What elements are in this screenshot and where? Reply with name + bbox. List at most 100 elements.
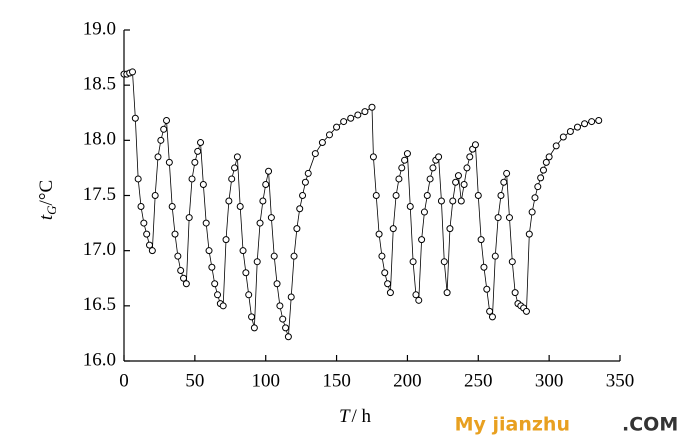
watermark-suffix: .COM [622, 414, 678, 436]
data-point [369, 153, 377, 161]
data-point [398, 164, 406, 172]
data-point [401, 156, 409, 164]
x-tick-label: 350 [606, 370, 635, 391]
data-point [270, 252, 278, 260]
data-point [140, 219, 148, 227]
data-point [525, 230, 533, 238]
watermark: My jianzhu [455, 414, 570, 436]
data-point [211, 280, 219, 288]
data-point [435, 153, 443, 161]
data-point [537, 174, 545, 182]
data-point [488, 313, 496, 321]
data-point [522, 307, 530, 315]
data-point [437, 197, 445, 205]
data-point [552, 142, 560, 150]
data-point [239, 247, 247, 255]
data-point [480, 263, 488, 271]
data-point [534, 183, 542, 191]
data-point [573, 123, 581, 131]
y-tick-label: 17.5 [83, 184, 116, 205]
data-point [457, 197, 465, 205]
data-point [340, 118, 348, 126]
data-point [460, 180, 468, 188]
data-point [185, 214, 193, 222]
data-point [228, 175, 236, 183]
data-point [180, 274, 188, 282]
data-point [466, 153, 474, 161]
data-point [539, 166, 547, 174]
data-point [372, 192, 380, 199]
data-point [143, 230, 151, 238]
data-point [463, 164, 471, 172]
data-point [311, 150, 319, 158]
data-point [253, 258, 261, 266]
y-axis-label: tG/°C [36, 180, 59, 220]
data-point [449, 197, 457, 205]
data-point [233, 153, 241, 161]
data-point [347, 114, 355, 122]
data-point [287, 293, 295, 301]
data-point [151, 192, 159, 199]
data-point [440, 258, 448, 266]
data-point [177, 267, 185, 275]
data-point [282, 324, 290, 332]
x-tick-label: 50 [185, 370, 204, 391]
data-point [409, 258, 417, 266]
x-tick-label: 150 [322, 370, 351, 391]
data-point [154, 153, 162, 161]
data-point [415, 296, 423, 304]
data-point [333, 123, 341, 131]
data-point [531, 194, 539, 202]
data-point [423, 192, 431, 199]
data-point [528, 208, 536, 216]
data-point [231, 164, 239, 172]
data-point [199, 180, 207, 188]
data-point [318, 139, 326, 147]
data-point [279, 315, 287, 323]
data-point [188, 175, 196, 183]
y-tick-label: 19.0 [83, 18, 116, 39]
data-point [182, 280, 190, 288]
data-point [420, 208, 428, 216]
data-point [381, 269, 389, 277]
data-point [259, 197, 267, 205]
data-point [542, 158, 550, 166]
x-tick-label: 200 [393, 370, 422, 391]
data-point [157, 136, 165, 144]
data-point [171, 230, 179, 238]
data-point [262, 180, 270, 188]
data-point [250, 324, 258, 332]
data-point [491, 252, 499, 260]
data-point [325, 131, 333, 139]
data-point [503, 169, 511, 177]
data-point [511, 289, 519, 297]
data-point [236, 203, 244, 211]
x-axis-label: T / h [339, 406, 372, 427]
data-point [486, 307, 494, 315]
data-point [494, 214, 502, 222]
data-point [581, 120, 589, 128]
data-point [500, 178, 508, 186]
data-point [214, 291, 222, 299]
data-point [426, 175, 434, 183]
data-point [559, 133, 567, 141]
data-point [296, 205, 304, 213]
data-point [160, 125, 168, 133]
x-tick-label: 250 [464, 370, 493, 391]
data-point [474, 192, 482, 199]
data-point [429, 164, 437, 172]
data-point [202, 219, 210, 227]
data-point [284, 333, 292, 341]
data-point [256, 219, 264, 227]
data-point [395, 175, 403, 183]
data-point [361, 108, 369, 116]
data-point [267, 214, 275, 222]
data-point [446, 225, 454, 233]
y-tick-label: 18.5 [83, 74, 116, 95]
data-point [131, 114, 139, 122]
data-point [222, 236, 230, 244]
x-tick-label: 300 [535, 370, 564, 391]
data-point [191, 158, 199, 166]
data-point [197, 139, 205, 147]
